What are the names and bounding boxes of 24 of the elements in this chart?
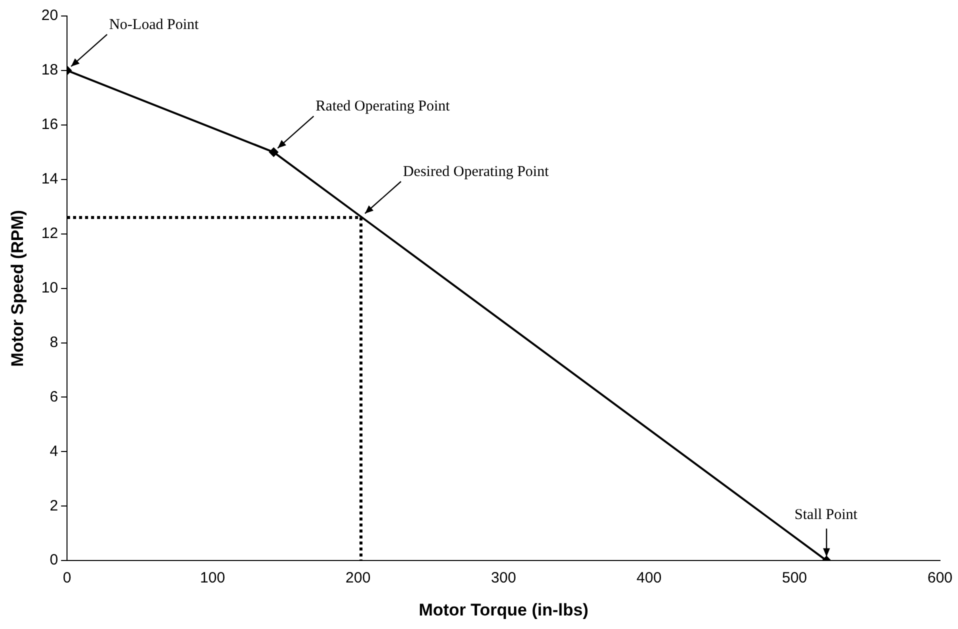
annotation: No-Load Point (109, 16, 200, 33)
y-axis-title: Motor Speed (RPM) (8, 210, 27, 367)
y-tick-label: 2 (50, 497, 58, 514)
y-tick-label: 10 (41, 279, 58, 296)
x-tick-label: 300 (491, 570, 516, 587)
x-tick-label: 100 (200, 570, 226, 587)
annotation: Desired Operating Point (402, 164, 550, 180)
y-tick-label: 4 (50, 442, 58, 460)
y-tick-label: 20 (41, 7, 58, 24)
x-tick-label: 500 (782, 570, 808, 587)
x-axis-title: Motor Torque (in-lbs) (418, 600, 588, 620)
y-tick-label: 12 (41, 224, 58, 242)
x-tick-label: 0 (62, 570, 72, 587)
x-tick-label: 600 (927, 570, 953, 587)
annotation: Stall Point (794, 507, 858, 524)
y-tick-label: 16 (41, 116, 58, 134)
annotation: Rated Operating Point (316, 98, 451, 115)
y-tick-label: 18 (41, 62, 58, 79)
x-tick-label: 400 (636, 570, 662, 587)
y-tick-label: 0 (50, 552, 58, 569)
y-tick-label: 6 (50, 388, 58, 406)
y-tick-label: 14 (41, 170, 58, 188)
y-tick-label: 8 (50, 334, 58, 351)
x-tick-label: 200 (346, 570, 371, 587)
